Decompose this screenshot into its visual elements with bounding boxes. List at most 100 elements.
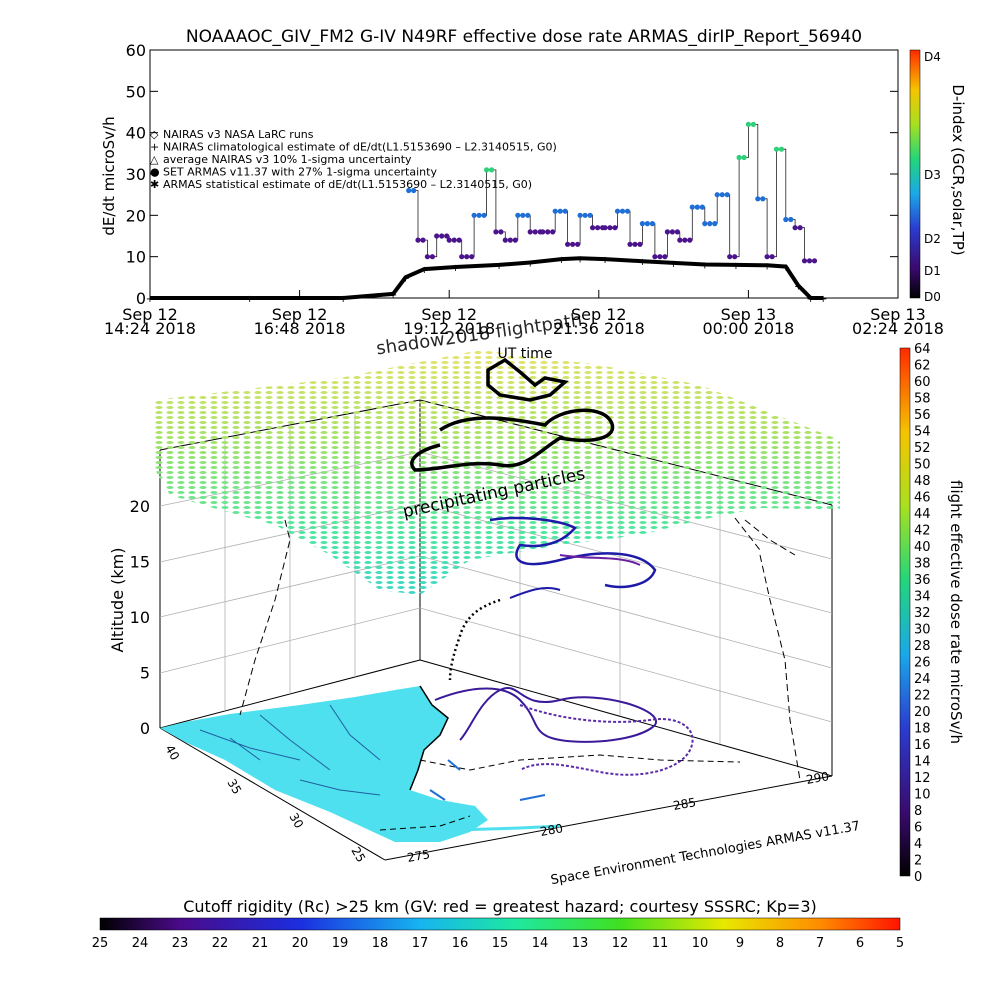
d-index-tick: D1 (924, 264, 941, 278)
latitude-tick: 25 (348, 845, 368, 865)
cutoff-rigidity-colorbar (99, 917, 901, 931)
legend-symbol: △ (150, 153, 159, 166)
cutoff-rigidity-tick: 24 (132, 936, 149, 951)
series-armas-point (714, 192, 720, 198)
dose-colorbar-tick: 18 (914, 722, 931, 737)
ground-track (429, 687, 694, 801)
dose-colorbar-tick: 56 (914, 408, 931, 423)
ground-map (160, 685, 741, 842)
series-armas-point (411, 187, 417, 194)
series-armas-point (702, 221, 708, 227)
series-armas-point (614, 208, 621, 214)
dose-colorbar-tick: 60 (914, 375, 931, 390)
series-nairas-point: + (420, 265, 428, 276)
series-armas-point (707, 221, 713, 227)
top-x-tick-label-day: Sep 13 (721, 305, 777, 324)
dose-colorbar-tick: 36 (914, 573, 931, 588)
cutoff-rigidity-tick: 18 (372, 936, 389, 951)
series-armas-point (582, 212, 588, 218)
top-x-tick-label-time: 21:36 2018 (553, 319, 645, 338)
dose-colorbar-tick: 42 (914, 524, 931, 539)
cutoff-rigidity-tick: 11 (652, 936, 669, 951)
top-x-tick-label-time: 19:12 2018 (403, 319, 495, 338)
top-y-tick-label: 60 (126, 41, 146, 60)
series-armas-point (778, 146, 785, 152)
series-armas-point (471, 212, 477, 218)
dose-colorbar-tick: 44 (914, 507, 931, 522)
series-armas-point (607, 225, 613, 231)
cutoff-rigidity-title: Cutoff rigidity (Rc) >25 km (GV: red = g… (183, 897, 817, 916)
dose-colorbar-tick: 26 (914, 656, 931, 671)
series-nairas-point: + (701, 261, 709, 272)
legend-symbol: ◇ (150, 128, 159, 141)
cutoff-rigidity-tick: 22 (212, 936, 229, 951)
altitude-tick: 15 (130, 553, 150, 572)
top-y-tick-label: 0 (136, 289, 146, 308)
series-armas-point (451, 237, 457, 243)
dose-colorbar-tick: 20 (914, 705, 931, 720)
dose-colorbar-tick: 62 (914, 359, 931, 374)
altitude-tick: 5 (140, 664, 150, 683)
series-armas-point (434, 233, 440, 239)
series-armas-point (493, 229, 499, 235)
series-nairas-point: + (669, 259, 677, 270)
series-armas-point (577, 212, 583, 218)
series-armas-point (481, 212, 487, 218)
d-index-tick: D3 (924, 168, 941, 182)
latitude-tick: 35 (224, 777, 244, 797)
legend-symbol: + (150, 141, 159, 154)
flightpath-3d (410, 357, 657, 681)
top-y-ticks: 0 10 20 30 40 50 60 (126, 41, 898, 308)
d-index-tick: D2 (924, 232, 941, 246)
series-armas-point (575, 241, 581, 247)
cutoff-rigidity-tick: 20 (292, 936, 309, 951)
cutoff-rigidity-tick: 17 (412, 936, 429, 951)
dose-colorbar-tick: 64 (914, 342, 931, 357)
top-y-tick-label: 20 (126, 206, 146, 225)
series-armas-point (797, 225, 803, 231)
dose-colorbar-tick: 30 (914, 623, 931, 638)
series-armas-point (502, 237, 508, 243)
series-armas-point (745, 121, 752, 127)
altitude-ticks: 0 5 10 15 20 (130, 497, 150, 738)
series-armas-point (545, 229, 551, 235)
series-nairas-point: + (763, 261, 771, 272)
series-armas-point (736, 154, 742, 161)
dose-colorbar-label: flight effective dose rate microSv/h (947, 480, 965, 744)
dose-colorbar-tick: 10 (914, 788, 931, 803)
cutoff-rigidity-tick: 5 (896, 936, 904, 951)
altitude-tick: 20 (130, 497, 150, 516)
cutoff-rigidity-tick: 10 (692, 936, 709, 951)
legend-entry: ARMAS statistical estimate of dE/dt(L1.5… (163, 178, 532, 191)
series-armas-point (649, 221, 656, 227)
legend-entry: NAIRAS climatological estimate of dE/dt(… (163, 141, 557, 154)
dose-colorbar-tick: 28 (914, 639, 931, 654)
series-nairas-line (150, 256, 824, 300)
cutoff-rigidity-ticks: 25 24 23 22 21 20 19 18 17 16 15 14 13 12 11 10 9 8 7 6 5 (92, 936, 904, 951)
dose-colorbar-tick: 16 (914, 738, 931, 753)
series-armas-point (732, 254, 738, 260)
series-nairas-point: + (819, 294, 827, 305)
series-nairas-point: + (389, 290, 397, 301)
series-nairas-point: + (495, 261, 503, 272)
series-armas-point (750, 121, 757, 127)
d-index-label: D-index (GCR,solar,TP) (949, 84, 967, 255)
series-armas-point (612, 225, 618, 231)
series-nairas-point: + (638, 257, 646, 268)
cutoff-rigidity-tick: 16 (452, 936, 469, 951)
dose-colorbar-tick: 0 (914, 870, 922, 885)
dose-colorbar-tick: 8 (914, 804, 922, 819)
series-armas-point (619, 208, 626, 214)
series-armas-point (562, 208, 568, 214)
dose-colorbar-tick: 52 (914, 441, 931, 456)
series-armas-point (527, 229, 533, 235)
cutoff-rigidity-tick: 7 (816, 936, 824, 951)
series-armas-point (769, 254, 775, 260)
series-armas-point (469, 254, 475, 260)
series-armas-point (489, 167, 495, 173)
top-x-tick-label-day: Sep 13 (870, 305, 926, 324)
series-armas-point (712, 221, 718, 227)
series-armas-point (459, 254, 465, 260)
series-armas-point (415, 237, 421, 243)
series-armas-point (406, 187, 412, 194)
